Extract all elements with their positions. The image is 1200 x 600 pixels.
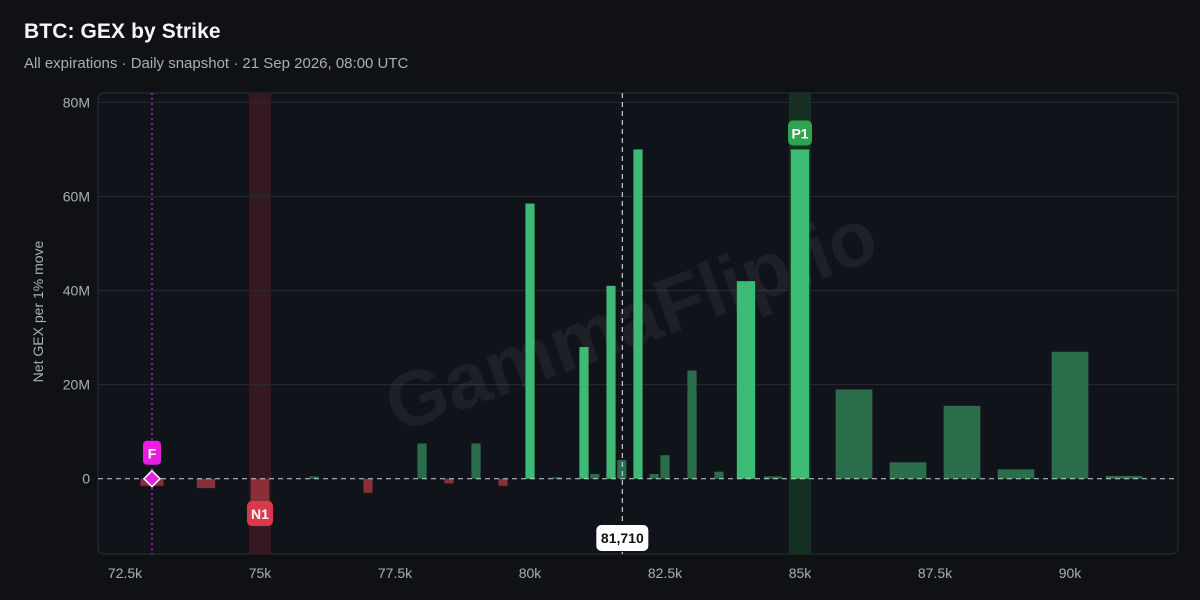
gex-bar <box>835 389 873 479</box>
current-price-badge <box>596 525 649 551</box>
gex-bar <box>590 474 600 479</box>
gex-bar <box>889 462 927 479</box>
gex-bar <box>660 455 670 479</box>
gex-bar <box>943 405 981 479</box>
gex-bar <box>363 478 373 493</box>
gex-bar <box>444 478 454 484</box>
gex-bar <box>525 203 535 479</box>
gex-bar <box>714 471 724 479</box>
gex-bar <box>633 149 643 479</box>
gex-bar <box>617 459 627 479</box>
chart-title: BTC: GEX by Strike <box>24 20 221 43</box>
flip-diamond <box>142 469 162 488</box>
y-tick-label: 60M <box>63 188 90 204</box>
gex-bar <box>196 478 216 489</box>
gex-bar <box>552 477 562 479</box>
flip-badge-label: F <box>148 446 157 462</box>
gex-bar <box>1051 351 1089 479</box>
n1-badge <box>247 501 273 526</box>
x-tick-label: 90k <box>1059 565 1083 581</box>
x-tick-label: 72.5k <box>108 565 143 581</box>
p1-badge <box>788 120 812 146</box>
gex-bar <box>471 443 481 479</box>
x-tick-label: 85k <box>789 565 813 581</box>
gex-bar <box>309 476 319 479</box>
gex-bar <box>250 478 270 503</box>
flip-badge <box>143 440 161 465</box>
n1-highlight-band <box>249 93 271 554</box>
gex-bar <box>1105 475 1143 479</box>
gex-bar <box>498 478 508 486</box>
gex-bar <box>417 443 427 479</box>
x-tick-label: 80k <box>519 565 543 581</box>
gex-bar <box>790 149 810 479</box>
current-price-label: 81,710 <box>601 530 644 546</box>
gex-bar <box>579 347 589 479</box>
x-tick-label: 77.5k <box>378 565 413 581</box>
y-axis-label: Net GEX per 1% move <box>30 240 46 382</box>
gex-bar <box>606 285 616 479</box>
gex-bar <box>763 476 783 479</box>
y-tick-label: 40M <box>63 283 90 299</box>
y-tick-label: 20M <box>63 377 90 393</box>
x-tick-label: 87.5k <box>918 565 953 581</box>
x-tick-label: 75k <box>249 565 273 581</box>
gex-bar <box>649 474 659 479</box>
gex-bar <box>687 370 697 479</box>
gex-bar <box>736 281 756 479</box>
x-tick-label: 82.5k <box>648 565 683 581</box>
y-tick-label: 0 <box>82 471 90 487</box>
y-tick-label: 80M <box>63 94 90 110</box>
chart-subtitle: All expirations · Daily snapshot · 21 Se… <box>24 55 409 72</box>
n1-badge-label: N1 <box>251 506 269 522</box>
gex-bar <box>997 469 1035 479</box>
p1-badge-label: P1 <box>791 125 808 141</box>
